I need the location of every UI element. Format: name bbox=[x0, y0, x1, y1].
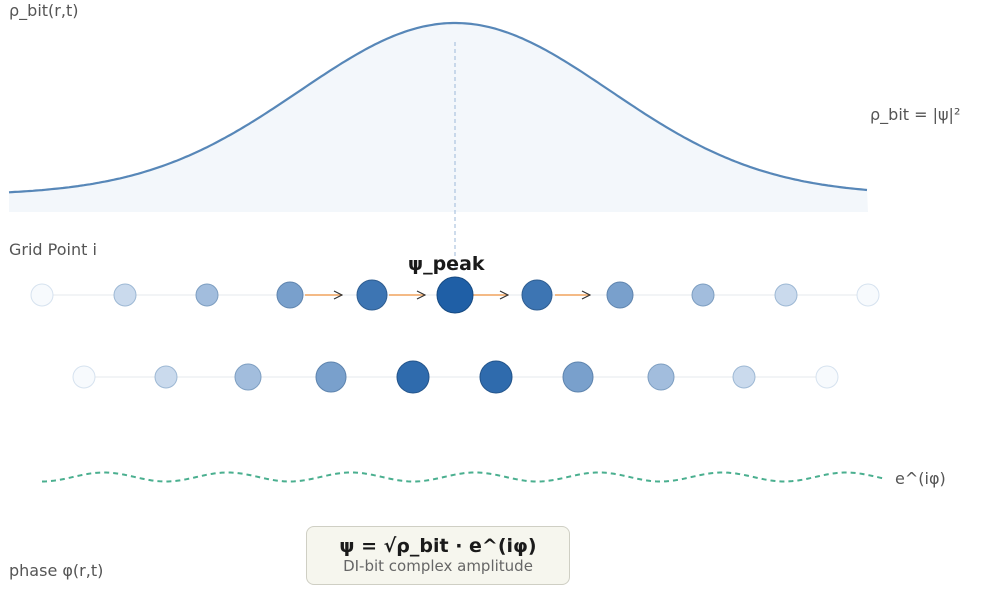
phase-wave-curve bbox=[41, 471, 887, 483]
grid-row-2-node-7 bbox=[562, 361, 594, 393]
grid-row-1-node-5 bbox=[356, 279, 388, 311]
density-curve-group bbox=[8, 21, 868, 268]
grid-row-1-node-3 bbox=[195, 283, 219, 307]
grid-row-1-node-8 bbox=[606, 281, 634, 309]
grid-row-2-node-6 bbox=[479, 360, 513, 394]
grid-nodes-group bbox=[30, 276, 880, 394]
grid-row-2-node-9 bbox=[732, 365, 756, 389]
grid-point-label: Grid Point i bbox=[9, 240, 97, 259]
grid-row-2-node-5 bbox=[396, 360, 430, 394]
psi-peak-label: ψ_peak bbox=[408, 253, 485, 275]
grid-row-2-node-4 bbox=[315, 361, 347, 393]
density-curve bbox=[8, 21, 868, 194]
grid-row-1-node-11 bbox=[856, 283, 880, 307]
phase-wave-group bbox=[41, 471, 887, 483]
grid-row-2-node-1 bbox=[72, 365, 96, 389]
grid-row-2-node-10 bbox=[815, 365, 839, 389]
formula-box: ψ = √ρ_bit · e^(iφ) DI-bit complex ampli… bbox=[306, 526, 570, 585]
phase-wave-label: e^(iφ) bbox=[895, 469, 946, 488]
phase-axis-label: phase φ(r,t) bbox=[9, 561, 104, 580]
grid-row-1-node-2 bbox=[113, 283, 137, 307]
grid-row-1-node-9 bbox=[691, 283, 715, 307]
grid-row-2-node-2 bbox=[154, 365, 178, 389]
density-formula-label: ρ_bit = |ψ|² bbox=[870, 105, 961, 124]
density-fill-area bbox=[9, 23, 868, 212]
grid-row-1-node-6 bbox=[436, 276, 474, 314]
grid-row-2-node-3 bbox=[234, 363, 262, 391]
formula-main: ψ = √ρ_bit · e^(iφ) bbox=[339, 535, 537, 557]
grid-row-1-node-4 bbox=[276, 281, 304, 309]
density-axis-label: ρ_bit(r,t) bbox=[9, 1, 79, 20]
grid-row-1-node-7 bbox=[521, 279, 553, 311]
grid-row-1-node-1 bbox=[30, 283, 54, 307]
grid-row-1-node-10 bbox=[774, 283, 798, 307]
formula-caption: DI-bit complex amplitude bbox=[343, 556, 533, 575]
grid-row-2-node-8 bbox=[647, 363, 675, 391]
